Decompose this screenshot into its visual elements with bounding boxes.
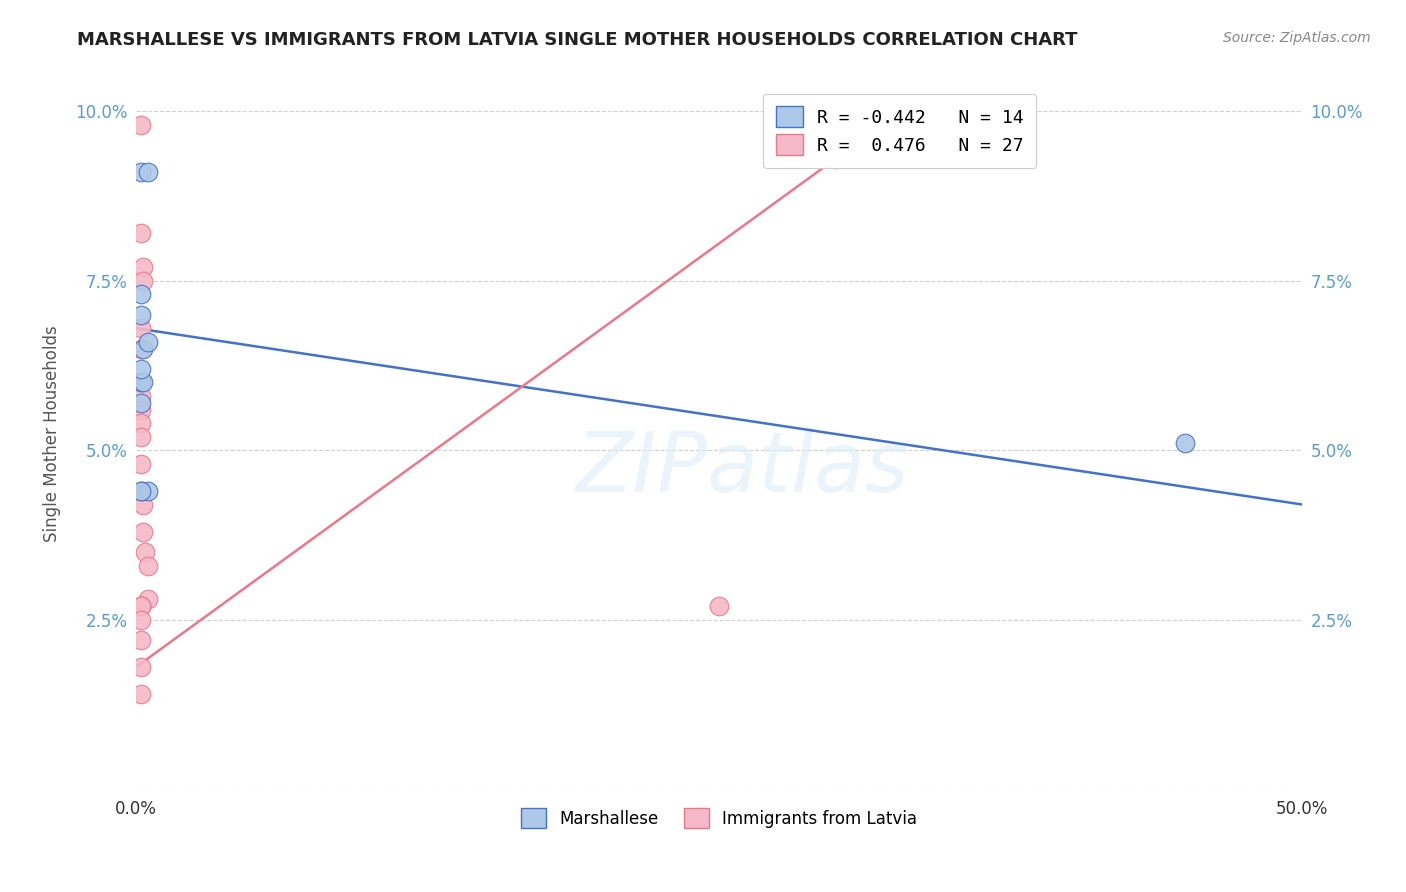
Point	[824, 152, 846, 166]
Legend: Marshallese, Immigrants from Latvia: Marshallese, Immigrants from Latvia	[515, 802, 924, 834]
Point	[136, 558, 159, 573]
Point	[129, 599, 152, 614]
Point	[129, 483, 152, 498]
Point	[129, 321, 152, 335]
Point	[129, 483, 152, 498]
Point	[129, 389, 152, 403]
Point	[129, 599, 152, 614]
Point	[132, 376, 155, 390]
Point	[132, 274, 155, 288]
Point	[129, 376, 152, 390]
Point	[136, 592, 159, 607]
Point	[129, 687, 152, 701]
Point	[129, 660, 152, 674]
Point	[129, 430, 152, 444]
Point	[132, 342, 155, 356]
Point	[129, 376, 152, 390]
Point	[1174, 436, 1197, 450]
Point	[136, 334, 159, 349]
Point	[129, 633, 152, 648]
Point	[707, 599, 730, 614]
Point	[136, 483, 159, 498]
Point	[129, 342, 152, 356]
Point	[129, 118, 152, 132]
Point	[129, 483, 152, 498]
Text: Source: ZipAtlas.com: Source: ZipAtlas.com	[1223, 31, 1371, 45]
Point	[129, 457, 152, 471]
Point	[129, 613, 152, 627]
Text: MARSHALLESE VS IMMIGRANTS FROM LATVIA SINGLE MOTHER HOUSEHOLDS CORRELATION CHART: MARSHALLESE VS IMMIGRANTS FROM LATVIA SI…	[77, 31, 1078, 49]
Point	[129, 287, 152, 301]
Point	[132, 260, 155, 275]
Y-axis label: Single Mother Households: Single Mother Households	[44, 325, 60, 541]
Point	[129, 308, 152, 322]
Point	[134, 545, 156, 559]
Point	[129, 396, 152, 410]
Point	[129, 227, 152, 241]
Point	[129, 416, 152, 430]
Text: ZIPatlas: ZIPatlas	[575, 428, 910, 509]
Point	[132, 524, 155, 539]
Point	[129, 402, 152, 417]
Point	[129, 362, 152, 376]
Point	[129, 599, 152, 614]
Point	[136, 165, 159, 179]
Point	[132, 498, 155, 512]
Point	[129, 165, 152, 179]
